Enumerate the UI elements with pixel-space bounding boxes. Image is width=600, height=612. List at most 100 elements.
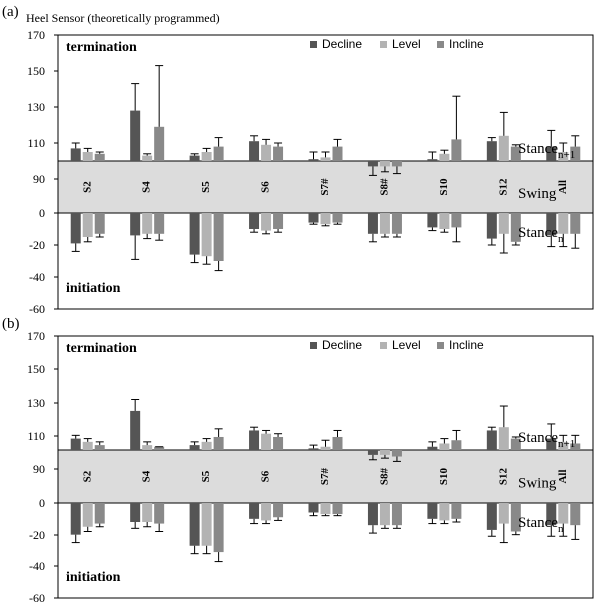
bar-decline-stance_n1 — [427, 446, 438, 450]
bar-level-stance_n1 — [142, 445, 153, 450]
bar-decline-stance_n1 — [130, 110, 141, 161]
bar-decline-stance_n — [367, 503, 378, 526]
swing-label: Swing — [518, 186, 557, 202]
category-label: S8# — [378, 467, 390, 485]
panel-b: 170 150 130 110 90 0 -20 -40 -60 S2 S4 S5 S6 S7# S8# S1… — [27, 329, 594, 605]
y-tick-label: 130 — [27, 100, 45, 114]
stance-n-label: Stancen — [518, 515, 564, 535]
bar-level-stance_n1 — [439, 153, 450, 161]
legend-swatch-incline — [437, 342, 444, 349]
bar-level-stance_n1 — [498, 135, 509, 161]
bar-incline-stance_n1 — [391, 450, 402, 457]
panel-b-label: (b) — [2, 316, 20, 332]
bar-decline-stance_n — [546, 213, 557, 236]
category-label: All — [557, 180, 569, 194]
bar-incline-stance_n — [510, 213, 521, 242]
y-tick-label: -20 — [29, 238, 45, 252]
bar-decline-stance_n — [70, 213, 81, 244]
bar-decline-stance_n1 — [427, 159, 438, 161]
y-tick-label: 0 — [39, 206, 45, 220]
bar-level-stance_n1 — [320, 157, 331, 161]
category-label: S10 — [438, 467, 450, 485]
bar-level-stance_n1 — [320, 446, 331, 450]
bar-incline-stance_n1 — [391, 161, 402, 167]
swing-band — [57, 449, 594, 504]
bar-decline-stance_n1 — [367, 161, 378, 167]
bar-incline-stance_n1 — [213, 146, 224, 161]
bar-level-stance_n — [320, 503, 331, 515]
bar-level-stance_n1 — [82, 152, 93, 161]
category-label: S6 — [260, 181, 272, 193]
chart-header: Heel Sensor (theoretically programmed) — [26, 11, 220, 25]
bar-incline-stance_n1 — [273, 146, 284, 161]
termination-label: termination — [66, 40, 137, 55]
legend-label-incline: Incline — [449, 338, 484, 352]
bar-level-stance_n1 — [558, 152, 569, 161]
bar-level-stance_n — [379, 213, 390, 234]
y-tick-label: 170 — [27, 28, 45, 42]
bar-decline-stance_n — [130, 213, 141, 236]
legend-swatch-decline — [310, 41, 317, 48]
swing-label: Swing — [518, 476, 557, 492]
panel-a-label: (a) — [2, 4, 19, 20]
y-tick-label: 110 — [27, 429, 45, 443]
legend-label-incline: Incline — [449, 37, 484, 51]
bar-level-stance_n — [498, 503, 509, 524]
bar-incline-stance_n1 — [332, 436, 343, 450]
bar-decline-stance_n1 — [70, 438, 81, 450]
legend-label-decline: Decline — [322, 37, 362, 51]
y-tick-label: -20 — [29, 528, 45, 542]
bar-level-stance_n — [82, 213, 93, 237]
y-tick-label: 0 — [39, 496, 45, 510]
bar-incline-stance_n — [154, 503, 165, 524]
bar-level-stance_n1 — [82, 441, 93, 450]
bar-level-stance_n — [261, 213, 272, 231]
y-tick-label: 90 — [33, 172, 45, 186]
bar-decline-stance_n — [130, 503, 141, 522]
y-tick-label: -60 — [29, 591, 45, 605]
bar-decline-stance_n1 — [546, 438, 557, 450]
legend-label-decline: Decline — [322, 338, 362, 352]
legend-swatch-incline — [437, 41, 444, 48]
bar-incline-stance_n — [391, 213, 402, 234]
termination-label: termination — [66, 341, 137, 356]
bar-decline-stance_n — [249, 503, 260, 519]
bar-decline-stance_n — [486, 213, 497, 239]
bar-level-stance_n — [439, 503, 450, 521]
initiation-label: initiation — [66, 281, 121, 296]
bar-decline-stance_n1 — [308, 159, 319, 161]
bar-decline-stance_n — [486, 503, 497, 530]
bar-level-stance_n1 — [439, 443, 450, 450]
bar-level-stance_n1 — [379, 450, 390, 455]
bar-incline-stance_n — [94, 213, 105, 234]
bar-level-stance_n — [558, 213, 569, 234]
bar-decline-stance_n1 — [70, 148, 81, 161]
category-label: All — [557, 469, 569, 483]
y-tick-label: 130 — [27, 396, 45, 410]
initiation-label: initiation — [66, 570, 121, 585]
bar-level-stance_n — [82, 503, 93, 527]
bar-incline-stance_n — [273, 503, 284, 518]
y-tick-label: -40 — [29, 270, 45, 284]
bar-decline-stance_n — [189, 503, 200, 546]
bar-incline-stance_n1 — [332, 146, 343, 161]
bar-incline-stance_n1 — [94, 445, 105, 450]
bar-decline-stance_n — [249, 213, 260, 229]
bar-level-stance_n1 — [498, 427, 509, 450]
category-label: S5 — [200, 181, 212, 193]
y-tick-label: 150 — [27, 362, 45, 376]
bar-decline-stance_n — [189, 213, 200, 255]
bar-decline-stance_n — [367, 213, 378, 234]
bar-incline-stance_n1 — [510, 438, 521, 450]
bar-decline-stance_n1 — [249, 141, 260, 161]
bar-level-stance_n — [201, 503, 212, 546]
bar-incline-stance_n1 — [273, 436, 284, 450]
legend-swatch-level — [380, 41, 387, 48]
bar-level-stance_n — [201, 213, 212, 257]
bar-level-stance_n — [558, 503, 569, 524]
bar-incline-stance_n1 — [510, 146, 521, 161]
bar-decline-stance_n — [308, 503, 319, 513]
category-label: S7# — [319, 467, 331, 485]
bar-decline-stance_n — [427, 503, 438, 519]
